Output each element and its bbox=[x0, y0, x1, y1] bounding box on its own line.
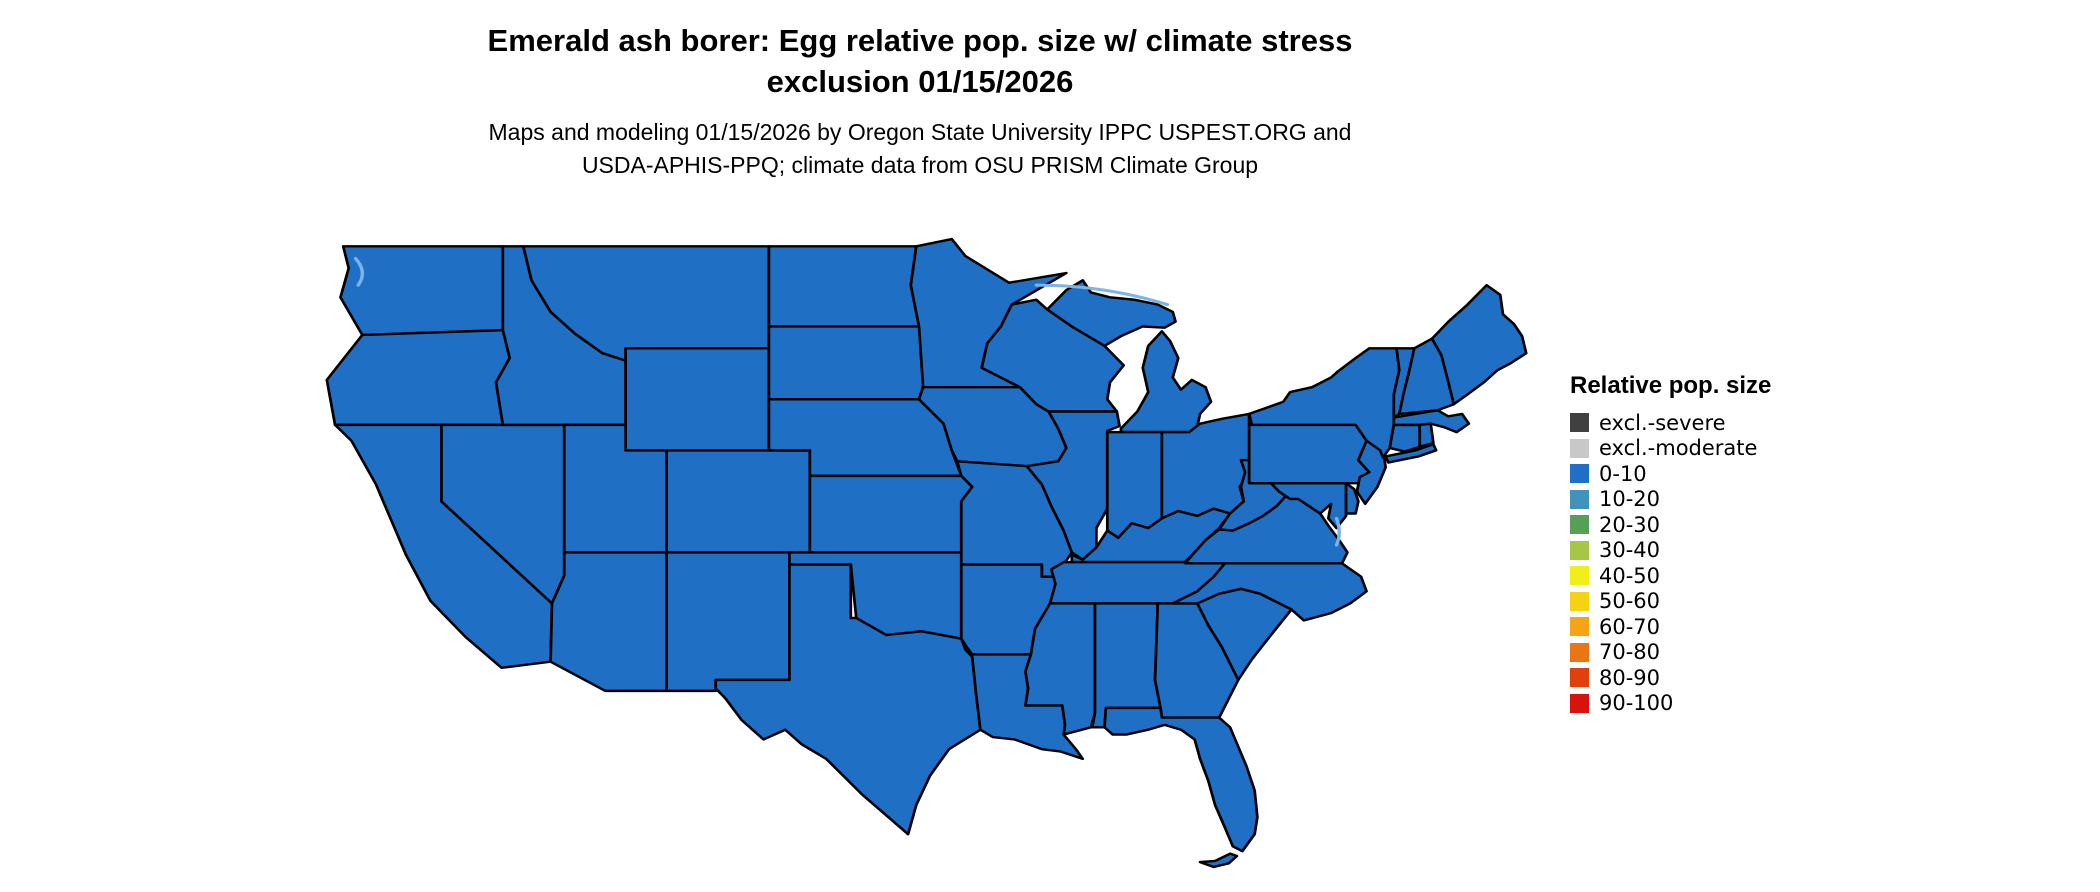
state-wa bbox=[339, 245, 505, 337]
state-mi-upper-peninsula bbox=[1045, 279, 1177, 348]
legend-swatch-40-50 bbox=[1570, 566, 1589, 586]
state-ct bbox=[1388, 423, 1422, 453]
legend-label: excl.-severe bbox=[1599, 410, 1726, 435]
legend-swatch-70-80 bbox=[1570, 642, 1589, 662]
state-mi bbox=[1119, 330, 1213, 434]
legend-label: 40-50 bbox=[1599, 563, 1661, 588]
state-nd bbox=[767, 245, 921, 328]
legend-label: 60-70 bbox=[1599, 614, 1661, 639]
legend-label: 70-80 bbox=[1599, 640, 1661, 665]
state-ks bbox=[808, 474, 974, 554]
water-accents-group bbox=[353, 256, 1341, 547]
legend: Relative pop. size excl.-severe excl.-mo… bbox=[1570, 372, 1900, 716]
state-me bbox=[1430, 283, 1528, 406]
state-or bbox=[325, 328, 512, 427]
legend-item: 70-80 bbox=[1570, 640, 1900, 666]
water-accent-puget-sound bbox=[353, 256, 365, 287]
figure-subtitle: Maps and modeling 01/15/2026 by Oregon S… bbox=[320, 116, 1520, 182]
state-in bbox=[1105, 430, 1164, 540]
legend-item: 20-30 bbox=[1570, 512, 1900, 538]
state-sd bbox=[767, 325, 932, 401]
legend-title: Relative pop. size bbox=[1570, 372, 1772, 399]
state-nc bbox=[1171, 560, 1368, 622]
legend-item: 0-10 bbox=[1570, 461, 1900, 487]
legend-item: 10-20 bbox=[1570, 487, 1900, 513]
legend-item: 60-70 bbox=[1570, 614, 1900, 640]
legend-label: 20-30 bbox=[1599, 512, 1661, 537]
state-il bbox=[1025, 410, 1121, 561]
legend-swatch-10-20 bbox=[1570, 489, 1589, 509]
legend-item: 50-60 bbox=[1570, 589, 1900, 615]
legend-item: 30-40 bbox=[1570, 538, 1900, 564]
figure-title-line2: exclusion 01/15/2026 bbox=[766, 64, 1074, 99]
legend-label: 50-60 bbox=[1599, 589, 1661, 614]
legend-swatch-90-100 bbox=[1570, 693, 1589, 713]
legend-items: excl.-severe excl.-moderate 0-10 10-20 2… bbox=[1570, 410, 1900, 716]
state-co bbox=[665, 449, 812, 554]
state-ny-long-island bbox=[1384, 443, 1438, 464]
state-fl bbox=[1103, 706, 1259, 853]
legend-swatch-60-70 bbox=[1570, 617, 1589, 637]
legend-swatch-0-10 bbox=[1570, 464, 1589, 484]
state-ri bbox=[1418, 422, 1435, 448]
state-tx bbox=[714, 563, 982, 836]
legend-swatch-excl-moderate bbox=[1570, 438, 1589, 458]
legend-swatch-excl-severe bbox=[1570, 413, 1589, 433]
water-accent-chesapeake-bay bbox=[1334, 516, 1341, 547]
state-de bbox=[1344, 481, 1360, 515]
legend-item: excl.-moderate bbox=[1570, 436, 1900, 462]
state-ma bbox=[1392, 409, 1471, 434]
legend-item: 90-100 bbox=[1570, 691, 1900, 717]
legend-label: 10-20 bbox=[1599, 487, 1661, 512]
figure-title-line1: Emerald ash borer: Egg relative pop. siz… bbox=[487, 23, 1353, 58]
legend-label: 80-90 bbox=[1599, 665, 1661, 690]
state-nm bbox=[665, 551, 791, 693]
legend-swatch-20-30 bbox=[1570, 515, 1589, 535]
water-accent-lake-superior bbox=[1034, 283, 1170, 307]
legend-item: 80-90 bbox=[1570, 665, 1900, 691]
legend-swatch-50-60 bbox=[1570, 591, 1589, 611]
us-map bbox=[325, 237, 1528, 869]
figure-subtitle-line1: Maps and modeling 01/15/2026 by Oregon S… bbox=[488, 119, 1352, 145]
legend-label: excl.-moderate bbox=[1599, 436, 1758, 461]
legend-label: 90-100 bbox=[1599, 691, 1674, 716]
legend-item: excl.-severe bbox=[1570, 410, 1900, 436]
figure-subtitle-line2: USDA-APHIS-PPQ; climate data from OSU PR… bbox=[581, 152, 1259, 178]
legend-swatch-80-90 bbox=[1570, 668, 1589, 688]
state-az bbox=[549, 551, 668, 693]
states-group bbox=[325, 237, 1528, 869]
figure-title: Emerald ash borer: Egg relative pop. siz… bbox=[320, 20, 1520, 102]
legend-swatch-30-40 bbox=[1570, 540, 1589, 560]
state-wy bbox=[624, 347, 771, 452]
legend-item: 40-50 bbox=[1570, 563, 1900, 589]
legend-label: 30-40 bbox=[1599, 538, 1661, 563]
legend-label: 0-10 bbox=[1599, 461, 1647, 486]
state-fl-keys bbox=[1198, 852, 1239, 869]
